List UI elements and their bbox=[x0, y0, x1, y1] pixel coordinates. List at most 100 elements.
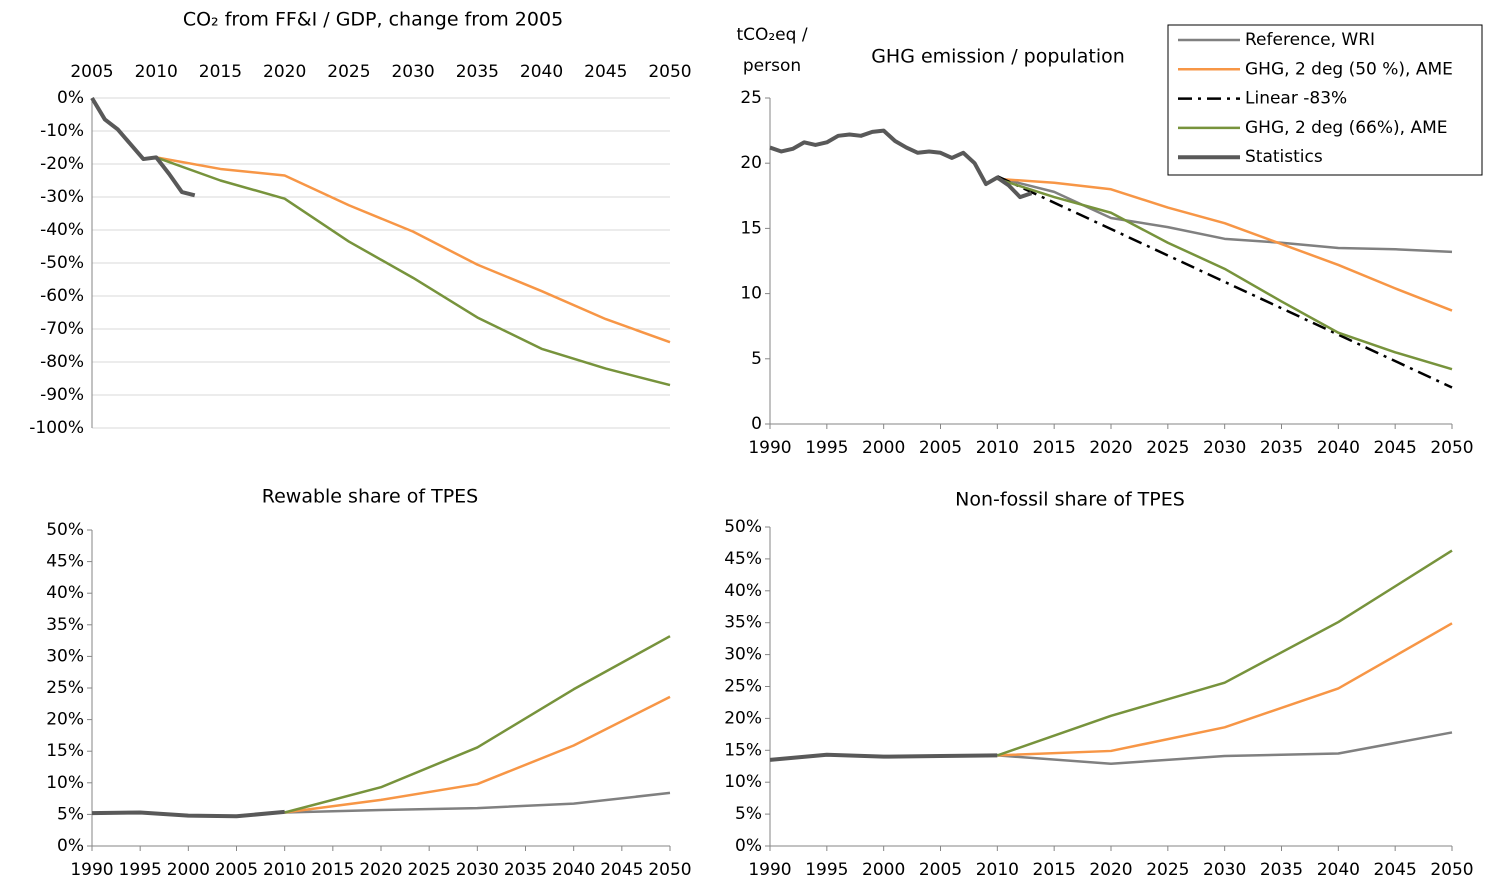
y-tick-label: 30% bbox=[46, 646, 84, 666]
chart-title: Non-fossil share of TPES bbox=[955, 489, 1185, 511]
series-line bbox=[284, 635, 671, 814]
legend-label: Linear -83% bbox=[1245, 89, 1347, 109]
x-tick-label: 2040 bbox=[520, 62, 563, 82]
x-tick-label: 1995 bbox=[805, 438, 848, 458]
y-tick-label: 40% bbox=[724, 581, 762, 601]
y-tick-label: 25 bbox=[740, 88, 762, 108]
y-tick-label: 10% bbox=[724, 772, 762, 792]
x-tick-label: 1990 bbox=[70, 860, 113, 880]
x-tick-label: 2030 bbox=[1203, 860, 1246, 880]
x-tick-label: 1990 bbox=[748, 438, 791, 458]
x-tick-label: 2040 bbox=[1317, 860, 1360, 880]
series-line bbox=[284, 695, 671, 814]
x-tick-label: 2045 bbox=[600, 860, 643, 880]
chart-title: CO₂ from FF&I / GDP, change from 2005 bbox=[183, 9, 563, 31]
x-tick-label: 2000 bbox=[167, 860, 210, 880]
x-tick-label: 2045 bbox=[1374, 860, 1417, 880]
legend-label: GHG, 2 deg (50 %), AME bbox=[1245, 59, 1453, 79]
x-tick-label: 2020 bbox=[1089, 438, 1132, 458]
y-tick-label: -10% bbox=[40, 121, 84, 141]
y-tick-label: 35% bbox=[724, 613, 762, 633]
y-tick-label: -50% bbox=[40, 253, 84, 273]
series-line bbox=[996, 177, 1453, 371]
x-tick-label: 2025 bbox=[408, 860, 451, 880]
legend-label: Reference, WRI bbox=[1245, 30, 1375, 50]
x-tick-label: 2035 bbox=[1260, 438, 1303, 458]
x-tick-label: 2025 bbox=[1146, 438, 1189, 458]
y-tick-label: 5% bbox=[735, 804, 762, 824]
x-tick-label: 2010 bbox=[976, 438, 1019, 458]
y-tick-label: 20 bbox=[740, 153, 762, 173]
x-tick-label: 2015 bbox=[311, 860, 354, 880]
x-tick-label: 2010 bbox=[135, 62, 178, 82]
y-tick-label: 20% bbox=[46, 710, 84, 730]
series-line bbox=[284, 791, 671, 814]
legend-box bbox=[1167, 24, 1483, 176]
y-tick-label: -40% bbox=[40, 220, 84, 240]
series-line bbox=[155, 156, 671, 387]
x-tick-label: 2025 bbox=[1146, 860, 1189, 880]
x-tick-label: 2050 bbox=[648, 62, 691, 82]
y-axis-label: tCO₂eq / bbox=[736, 25, 807, 45]
y-tick-label: -60% bbox=[40, 286, 84, 306]
y-tick-label: 45% bbox=[724, 549, 762, 569]
x-tick-label: 2040 bbox=[552, 860, 595, 880]
x-tick-label: 2015 bbox=[1033, 860, 1076, 880]
y-tick-label: 20% bbox=[724, 708, 762, 728]
x-tick-label: 2025 bbox=[327, 62, 370, 82]
x-tick-label: 2005 bbox=[215, 860, 258, 880]
y-tick-label: 0% bbox=[57, 88, 84, 108]
x-tick-label: 2035 bbox=[456, 62, 499, 82]
x-tick-label: 1995 bbox=[805, 860, 848, 880]
y-tick-label: 5 bbox=[751, 349, 762, 369]
y-tick-label: 25% bbox=[724, 677, 762, 697]
x-tick-label: 2035 bbox=[504, 860, 547, 880]
series-line bbox=[997, 622, 1453, 757]
legend-label: GHG, 2 deg (66%), AME bbox=[1245, 118, 1448, 138]
chart-title: Rewable share of TPES bbox=[262, 486, 478, 508]
x-tick-label: 2010 bbox=[263, 860, 306, 880]
y-tick-label: 50% bbox=[46, 520, 84, 540]
y-tick-label: 25% bbox=[46, 678, 84, 698]
x-tick-label: 2005 bbox=[919, 860, 962, 880]
y-tick-label: 10 bbox=[740, 284, 762, 304]
y-tick-label: 30% bbox=[724, 645, 762, 665]
series-line bbox=[997, 176, 1453, 254]
x-tick-label: 2045 bbox=[1374, 438, 1417, 458]
y-tick-label: -70% bbox=[40, 319, 84, 339]
x-tick-label: 2000 bbox=[862, 860, 905, 880]
series-line bbox=[91, 809, 285, 819]
series-line bbox=[769, 128, 1033, 200]
x-tick-label: 2050 bbox=[648, 860, 691, 880]
series-line bbox=[997, 731, 1453, 765]
series-line bbox=[996, 549, 1453, 757]
x-tick-label: 2020 bbox=[263, 62, 306, 82]
x-tick-label: 2030 bbox=[456, 860, 499, 880]
x-tick-label: 2000 bbox=[862, 438, 905, 458]
y-tick-label: 0 bbox=[751, 414, 762, 434]
y-tick-label: -100% bbox=[29, 418, 84, 438]
x-tick-label: 2005 bbox=[70, 62, 113, 82]
y-tick-label: 10% bbox=[46, 773, 84, 793]
y-tick-label: 15% bbox=[46, 741, 84, 761]
y-tick-label: 50% bbox=[724, 517, 762, 537]
x-tick-label: 2030 bbox=[1203, 438, 1246, 458]
x-tick-label: 2045 bbox=[584, 62, 627, 82]
x-tick-label: 2015 bbox=[1033, 438, 1076, 458]
x-tick-label: 1990 bbox=[748, 860, 791, 880]
y-tick-label: -90% bbox=[40, 385, 84, 405]
x-tick-label: 2040 bbox=[1317, 438, 1360, 458]
chart-title: GHG emission / population bbox=[871, 46, 1125, 68]
y-tick-label: 0% bbox=[57, 836, 84, 856]
x-tick-label: 2030 bbox=[391, 62, 434, 82]
y-tick-label: -30% bbox=[40, 187, 84, 207]
series-line bbox=[156, 156, 671, 344]
x-tick-label: 2035 bbox=[1260, 860, 1303, 880]
x-tick-label: 1995 bbox=[119, 860, 162, 880]
y-tick-label: -20% bbox=[40, 154, 84, 174]
y-tick-label: -80% bbox=[40, 352, 84, 372]
y-tick-label: 0% bbox=[735, 836, 762, 856]
legend-label: Statistics bbox=[1245, 147, 1323, 167]
x-tick-label: 2050 bbox=[1430, 860, 1473, 880]
